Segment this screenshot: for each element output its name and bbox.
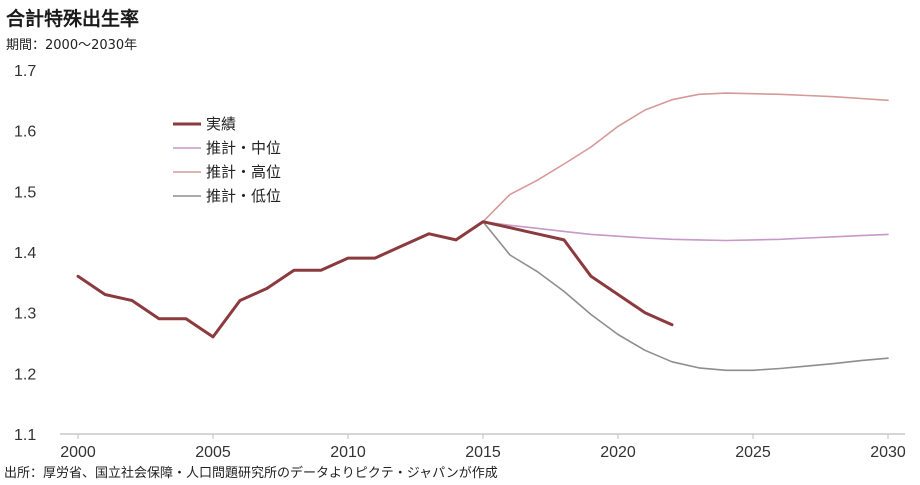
legend-label: 実績: [206, 115, 236, 133]
y-tick-label: 1.6: [14, 124, 36, 141]
chart-title: 合計特殊出生率: [6, 8, 140, 30]
series-line-3: [482, 92, 889, 223]
chart-subtitle: 期間：2000～2030年: [6, 38, 138, 53]
y-axis-ticks: 1.1 1.2 1.3 1.4 1.5 1.6 1.7: [14, 63, 36, 444]
y-tick-label: 1.3: [14, 306, 36, 323]
x-tick-label: 2020: [600, 444, 636, 461]
series-line-2: [482, 220, 889, 242]
x-tick-label: 2000: [60, 444, 96, 461]
x-tick-label: 2025: [735, 444, 771, 461]
y-tick-label: 1.1: [14, 427, 36, 444]
x-tick-label: 2030: [870, 444, 906, 461]
y-tick-label: 1.2: [14, 366, 36, 383]
source-note: 出所：厚労省、国立社会保障・人口問題研究所のデータよりピクテ・ジャパンが作成: [4, 466, 498, 481]
y-tick-label: 1.4: [14, 245, 36, 262]
legend-label: 推計・中位: [206, 139, 281, 157]
series-line-1: [76, 220, 674, 339]
x-tick-label: 2010: [330, 444, 366, 461]
legend-label: 推計・高位: [206, 163, 281, 181]
legend-label: 推計・低位: [206, 187, 281, 205]
x-tick-label: 2015: [465, 444, 501, 461]
series-lines: [76, 92, 889, 372]
x-axis-ticks: 2000 2005 2010 2015 2020 2025 2030: [60, 434, 906, 461]
y-tick-label: 1.7: [14, 63, 36, 80]
series-line-4: [482, 220, 889, 372]
x-tick-label: 2005: [195, 444, 231, 461]
y-tick-label: 1.5: [14, 184, 36, 201]
